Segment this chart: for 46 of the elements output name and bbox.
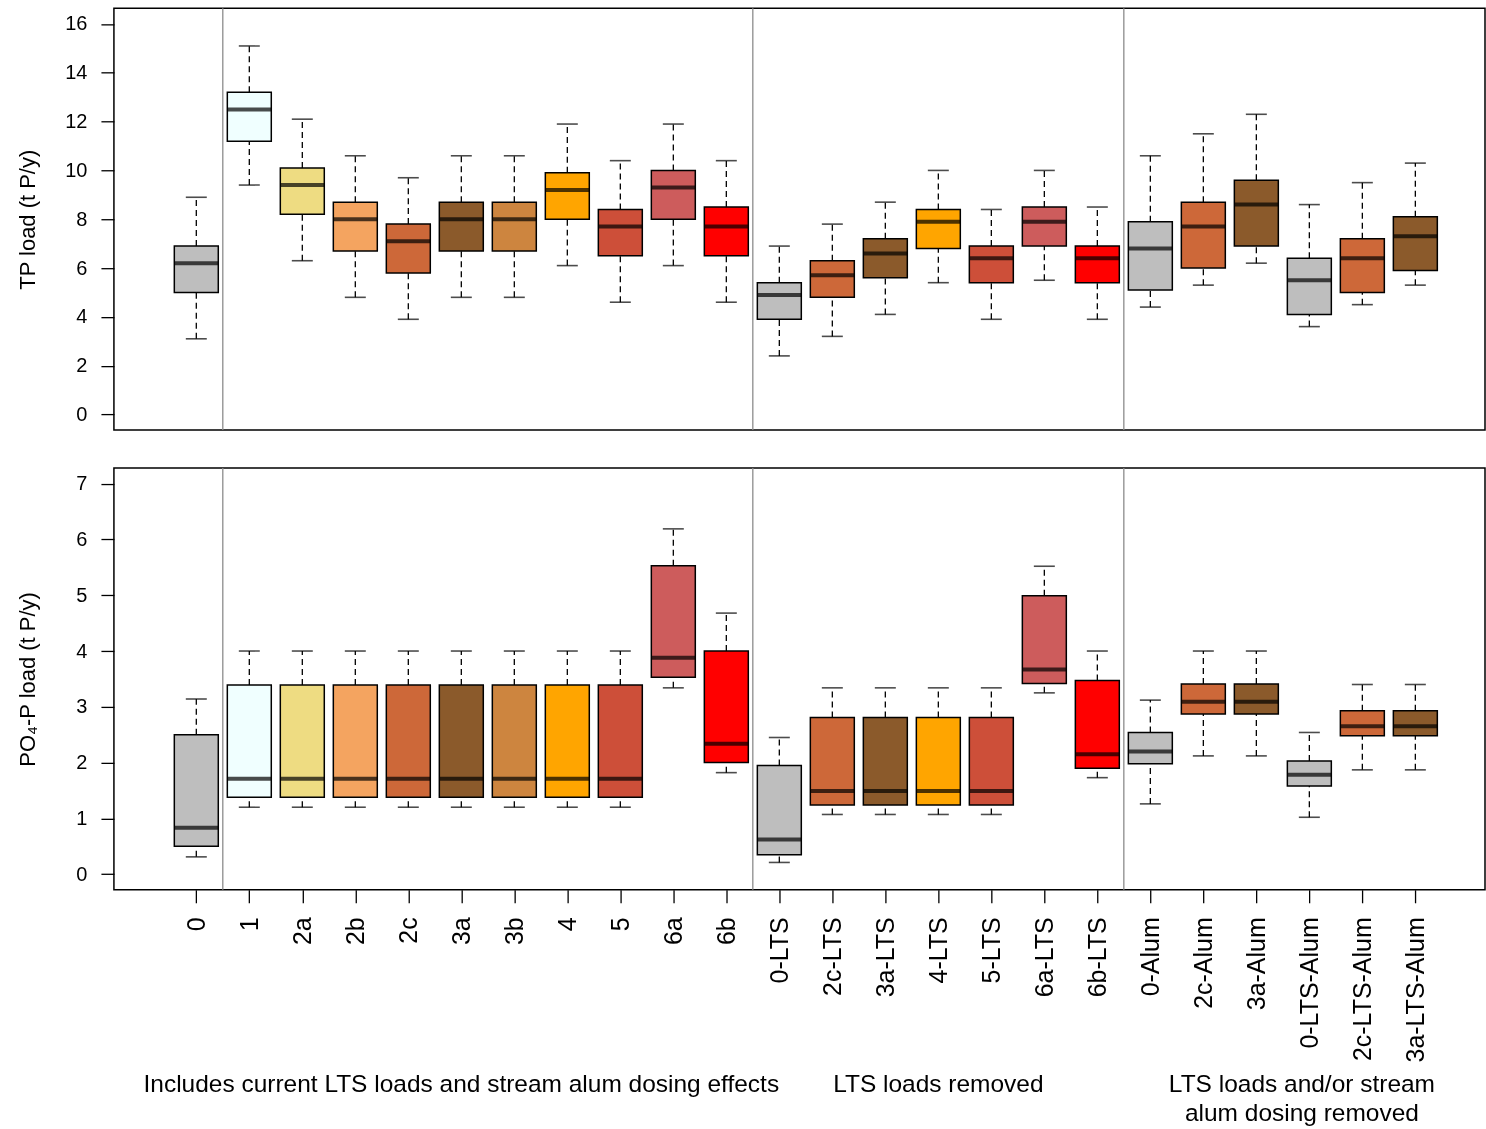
y-tick-label: 16 xyxy=(65,12,88,35)
x-tick-label: 6a-LTS xyxy=(1029,917,1058,998)
y-tick-label: 8 xyxy=(76,207,88,230)
x-tick-label: 3a xyxy=(446,917,475,946)
y-tick-label: 4 xyxy=(76,305,88,328)
x-tick-label: 2c xyxy=(393,917,422,944)
y-tick-label: 6 xyxy=(76,527,88,550)
y-tick-label: 12 xyxy=(65,110,88,133)
x-tick-label: 2c-LTS-Alum xyxy=(1347,917,1376,1062)
x-tick-label: 5 xyxy=(605,917,634,932)
x-tick-label: 0-LTS-Alum xyxy=(1294,917,1323,1049)
y-tick-label: 4 xyxy=(76,639,88,662)
y-tick-label: 5 xyxy=(76,583,88,606)
y-tick-label: 6 xyxy=(76,256,88,279)
x-tick-label: 2c-Alum xyxy=(1188,917,1217,1009)
text: Includes current LTS loads and stream alum dosing effects xyxy=(143,1069,780,1097)
x-tick-label: 2b xyxy=(340,917,369,946)
y-tick-label: 10 xyxy=(65,158,88,181)
x-tick-label: 5-LTS xyxy=(976,917,1005,984)
x-tick-label: 0-LTS xyxy=(764,917,793,984)
x-tick-label: 2c-LTS xyxy=(817,917,846,996)
x-tick-label: 6b xyxy=(711,917,740,946)
x-tick-label: 6b-LTS xyxy=(1082,917,1111,998)
x-tick-label: 0-Alum xyxy=(1135,917,1164,997)
x-tick-label: 1 xyxy=(234,917,263,932)
y-tick-label: 0 xyxy=(76,862,88,885)
y-tick-label: 2 xyxy=(76,751,88,774)
y-tick-label: 2 xyxy=(76,354,88,377)
y-tick-label: 7 xyxy=(76,472,88,495)
y-axis-title: TP load (t P/y) xyxy=(15,149,41,290)
x-tick-label: 3a-LTS-Alum xyxy=(1400,917,1429,1063)
x-tick-label: 6a xyxy=(658,917,687,946)
x-tick-label: 4 xyxy=(552,917,581,932)
y-tick-label: 0 xyxy=(76,402,88,425)
x-tick-label: 2a xyxy=(287,917,316,946)
y-tick-label: 3 xyxy=(76,695,88,718)
x-tick-label: 3a-Alum xyxy=(1241,917,1270,1011)
y-tick-label: 1 xyxy=(76,806,88,829)
text: LTS loads and/or stream alum dosing removed xyxy=(1168,1069,1435,1126)
text: LTS loads removed xyxy=(833,1069,1044,1097)
x-tick-label: 3a-LTS xyxy=(870,917,899,998)
y-axis-title: PO₄-P load (t P/y) xyxy=(15,592,41,767)
x-tick-label: 0 xyxy=(181,917,210,932)
x-tick-label: 4-LTS xyxy=(923,917,952,984)
x-tick-label: 3b xyxy=(499,917,528,946)
y-tick-label: 14 xyxy=(65,61,88,84)
